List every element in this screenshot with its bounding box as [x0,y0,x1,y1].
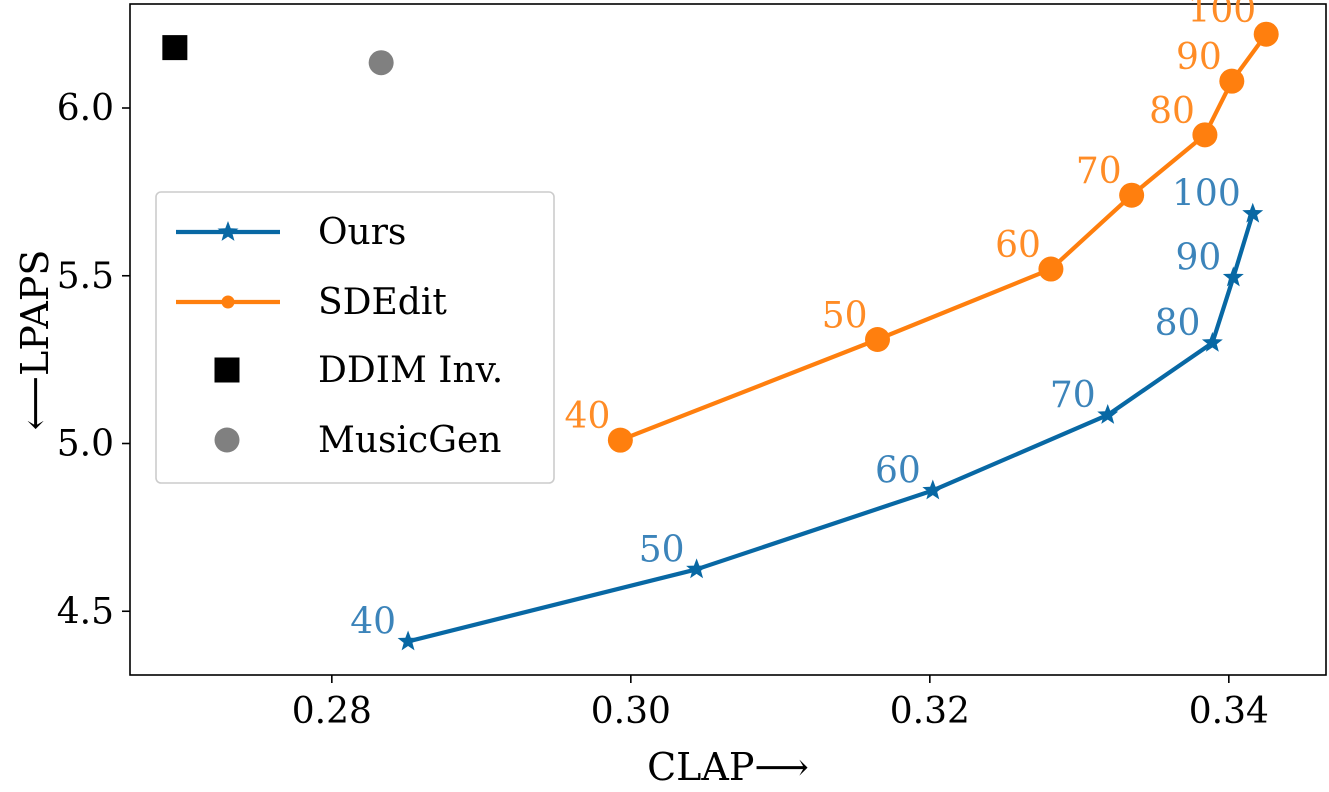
circle-marker [1119,182,1145,208]
series-ours: 40 50 60 70 80 90 100 [350,174,1264,651]
star-marker [1097,403,1119,424]
circle-marker [865,327,890,352]
y-tick-label: 4.5 [57,591,114,632]
x-tick-label: 0.30 [591,691,671,732]
series-sdedit: 40 50 60 70 80 90 100 [565,0,1279,453]
star-marker [1242,202,1264,223]
data-label: 80 [1155,303,1201,344]
musicgen-point [368,50,394,76]
data-label: 50 [639,529,685,570]
y-axis-ticks: 4.5 5.0 5.5 6.0 [57,88,130,632]
single-points-layer [162,35,394,76]
x-axis-label: CLAP⟶ [647,745,809,789]
x-tick-label: 0.28 [292,691,372,732]
star-marker [1201,331,1223,352]
legend-label: Ours [318,212,406,253]
x-tick-label: 0.34 [1189,691,1269,732]
plot-frame [129,3,1327,676]
legend-box [155,191,555,484]
data-label: 100 [1187,0,1256,31]
circle-marker [1253,21,1279,47]
circle-icon [214,427,240,453]
data-label: 70 [1050,375,1096,416]
data-label: 90 [1175,237,1221,278]
y-tick-label: 5.5 [57,256,114,297]
circle-marker [1192,122,1218,148]
plot-area [129,3,1327,676]
ddim-inv-point [162,35,188,61]
series-layer: 40 50 60 70 80 90 100 40 50 60 70 80 90 100 [350,0,1279,651]
legend-entry: DDIM Inv. [214,350,503,391]
legend-label: DDIM Inv. [318,350,503,391]
data-label: 60 [875,450,921,491]
legend-entry: SDEdit [176,282,447,323]
circle-marker [607,427,633,453]
circle-marker [1038,256,1064,282]
dot-icon [221,295,235,309]
legend: Ours SDEdit DDIM Inv. MusicGen [155,191,555,484]
legend-label: SDEdit [318,282,447,323]
data-label: 70 [1076,151,1122,192]
square-icon [214,357,240,383]
data-label: 90 [1176,37,1222,78]
star-marker [1222,266,1244,287]
x-tick-label: 0.32 [890,691,970,732]
legend-entry: MusicGen [214,420,501,461]
star-marker [922,479,944,500]
data-label: 50 [822,296,868,337]
data-label: 80 [1149,91,1195,132]
legend-entry: Ours [176,212,406,253]
y-tick-label: 5.0 [57,424,114,465]
y-axis-label: ⟵LPAPS [13,250,57,431]
data-label: 40 [565,396,611,437]
star-marker [686,558,708,579]
legend-label: MusicGen [318,420,501,461]
star-icon [217,221,239,241]
x-axis-ticks: 0.28 0.30 0.32 0.34 [292,675,1269,732]
circle-marker [1219,68,1245,94]
star-marker [397,630,419,651]
data-label: 100 [1172,174,1241,215]
y-tick-label: 6.0 [57,88,114,129]
data-label: 40 [350,601,396,642]
data-label: 60 [995,225,1041,266]
